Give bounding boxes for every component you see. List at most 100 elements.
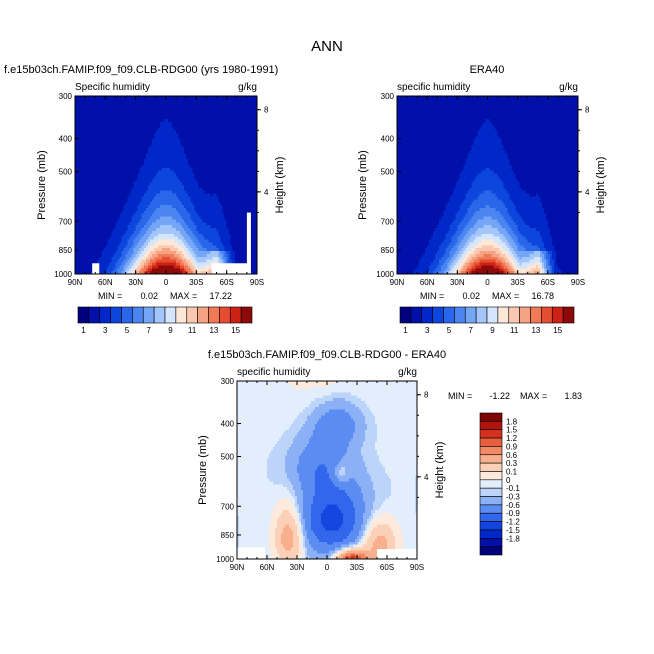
field-cell (224, 144, 228, 149)
field-cell (101, 96, 104, 100)
field-cell (240, 185, 244, 189)
field-cell (174, 156, 177, 160)
field-cell (246, 104, 250, 108)
field-cell (129, 113, 132, 117)
field-cell (200, 190, 203, 194)
field-cell (137, 251, 141, 255)
field-cell (133, 207, 137, 212)
field-cell (248, 98, 252, 103)
field-cell (166, 156, 169, 160)
field-cell (186, 147, 189, 151)
field-cell (252, 150, 256, 154)
field-cell (212, 199, 215, 203)
field-cell (97, 225, 100, 229)
field-cell (166, 118, 169, 123)
field-cell (145, 156, 149, 160)
field-cell (93, 202, 96, 206)
field-cell (216, 213, 219, 217)
field-cell (194, 187, 197, 192)
field-cell (89, 116, 92, 120)
field-cell (139, 207, 143, 212)
field-cell (240, 153, 244, 157)
field-cell (119, 207, 122, 212)
field-cell (143, 118, 147, 123)
field-cell (214, 139, 217, 143)
field-cell (252, 228, 256, 232)
field-cell (133, 213, 137, 217)
field-cell (178, 225, 181, 229)
field-cell (210, 182, 213, 186)
field-cell (145, 116, 149, 120)
field-cell (105, 225, 108, 229)
field-cell (218, 210, 221, 215)
field-cell (170, 156, 173, 160)
field-cell (113, 210, 116, 215)
field-cell (151, 222, 155, 226)
field-cell (159, 124, 163, 128)
field-cell (153, 205, 157, 209)
field-cell (176, 196, 179, 200)
field-cell (192, 118, 195, 123)
field-cell (170, 164, 173, 169)
field-cell (115, 107, 118, 111)
field-cell (190, 245, 193, 249)
field-cell (155, 156, 159, 160)
field-cell (182, 150, 185, 154)
field-cell (133, 167, 137, 171)
field-cell (206, 173, 209, 177)
field-cell (141, 130, 145, 134)
field-cell (218, 202, 221, 206)
field-cell (131, 182, 134, 186)
field-cell (99, 164, 102, 169)
field-cell (111, 116, 114, 120)
field-cell (248, 179, 252, 183)
field-cell (208, 239, 211, 243)
field-cell (218, 196, 221, 200)
field-cell (178, 205, 181, 209)
field-cell (83, 101, 86, 105)
field-cell (246, 96, 250, 100)
field-cell (105, 118, 108, 123)
field-cell (91, 118, 94, 123)
field-cell (176, 162, 179, 166)
field-cell (157, 202, 161, 206)
field-cell (87, 245, 90, 249)
field-cell (135, 253, 139, 258)
field-cell (232, 236, 236, 240)
field-cell (236, 179, 240, 183)
field-cell (222, 153, 225, 157)
field-cell (172, 159, 175, 163)
field-cell (151, 159, 155, 163)
field-cell (230, 251, 234, 255)
field-cell (218, 139, 221, 143)
field-cell (119, 251, 122, 255)
field-cell (83, 170, 86, 174)
field-cell (190, 98, 193, 103)
field-cell (204, 173, 207, 177)
field-cell (226, 205, 230, 209)
field-cell (202, 190, 205, 194)
field-cell (127, 127, 130, 131)
field-cell (159, 210, 163, 215)
field-cell (83, 219, 86, 223)
field-cell (89, 107, 92, 111)
field-cell (111, 139, 114, 143)
field-cell (250, 144, 254, 149)
field-cell (214, 228, 217, 232)
field-cell (115, 253, 118, 258)
field-cell (212, 144, 215, 149)
field-cell (218, 239, 221, 243)
field-cell (176, 248, 179, 252)
field-cell (107, 107, 110, 111)
field-cell (224, 245, 228, 249)
field-cell (145, 205, 149, 209)
field-cell (216, 162, 219, 166)
field-cell (240, 139, 244, 143)
field-cell (103, 167, 106, 171)
field-cell (214, 222, 217, 226)
field-cell (210, 190, 213, 194)
field-cell (238, 156, 242, 160)
field-cell (141, 104, 145, 108)
field-cell (101, 196, 104, 200)
field-cell (248, 205, 252, 209)
